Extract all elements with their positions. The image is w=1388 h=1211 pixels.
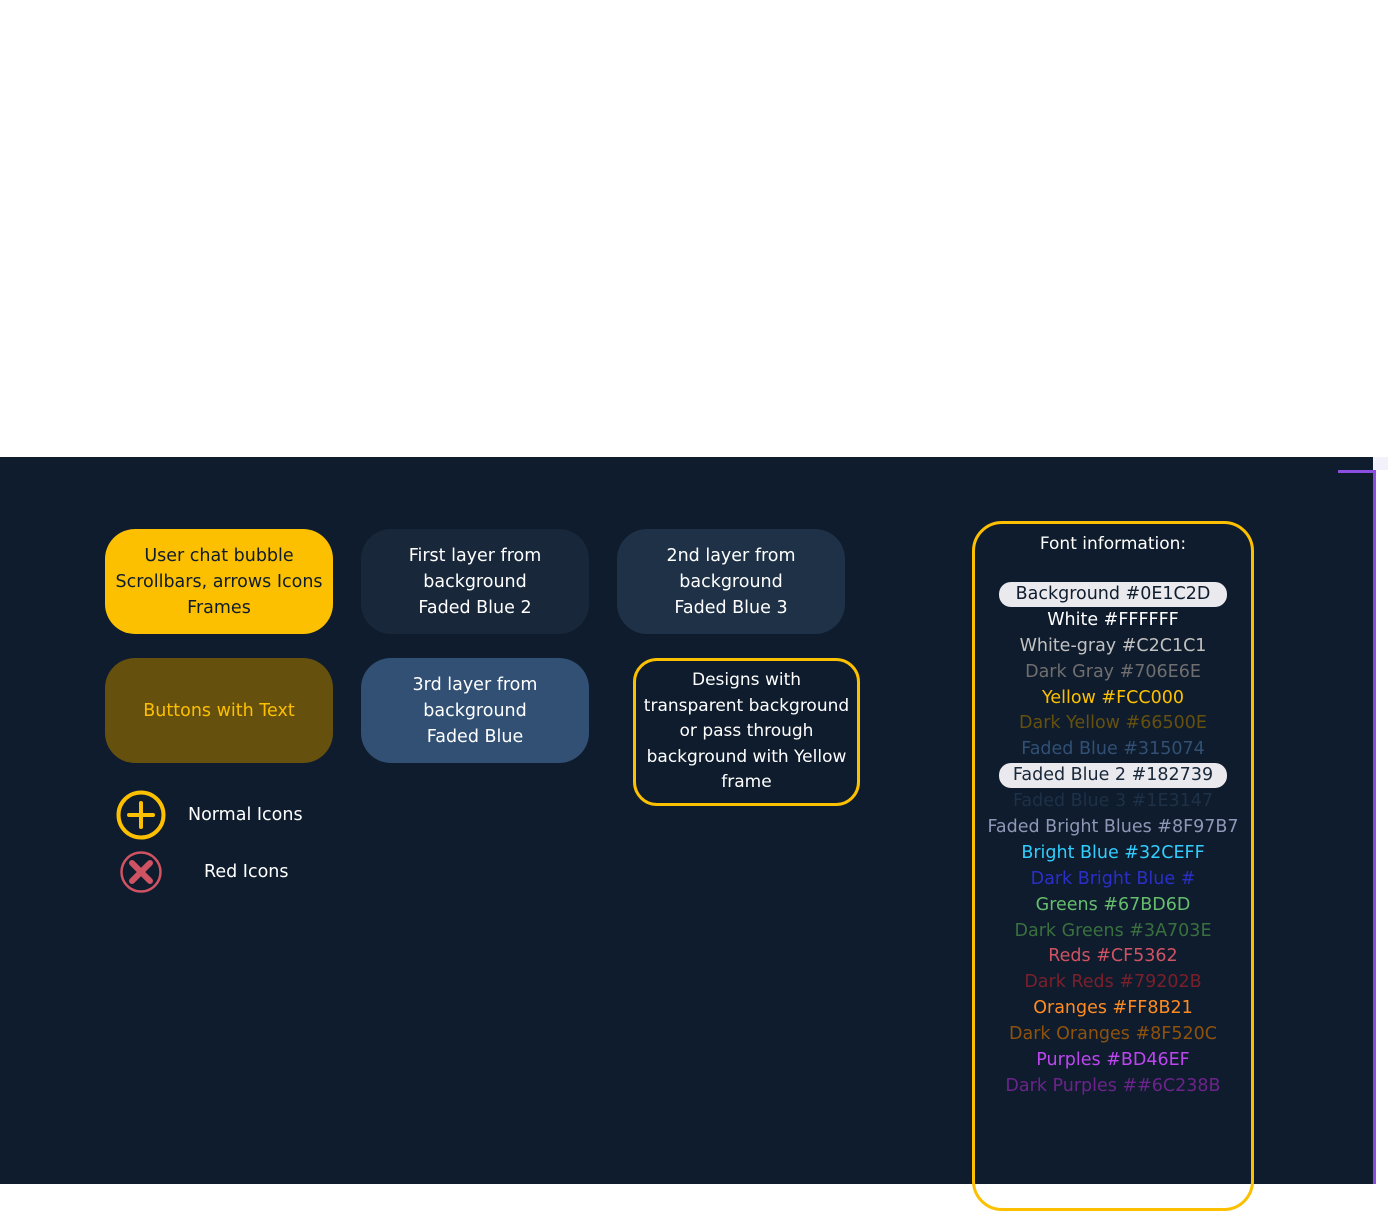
font-color-label: Dark Purples ##6C238B bbox=[1005, 1075, 1221, 1096]
font-color-entry: Yellow #FCC000 bbox=[975, 686, 1251, 712]
tile-line: 2nd layer from bbox=[666, 545, 796, 566]
font-color-label: Bright Blue #32CEFF bbox=[1021, 842, 1205, 863]
font-color-entry: Background #0E1C2D bbox=[975, 582, 1251, 608]
font-color-label: Faded Blue 3 #1E3147 bbox=[1012, 791, 1214, 812]
tile-line: transparent background bbox=[643, 695, 850, 716]
tile-line: Scrollbars, arrows Icons bbox=[115, 571, 323, 592]
font-color-entry: Faded Bright Blues #8F97B7 bbox=[975, 815, 1251, 841]
transparent-frame-swatch: Designs with transparent background or p… bbox=[633, 658, 860, 806]
second-layer-swatch: 2nd layer from background Faded Blue 3 bbox=[617, 529, 845, 634]
font-color-entry: Oranges #FF8B21 bbox=[975, 996, 1251, 1022]
font-color-label: Dark Oranges #8F520C bbox=[1009, 1024, 1217, 1045]
font-color-entry: Dark Oranges #8F520C bbox=[975, 1022, 1251, 1048]
font-information-title: Font information: bbox=[1039, 534, 1187, 554]
tile-line: Faded Blue 3 bbox=[674, 597, 788, 618]
font-color-entry: Bright Blue #32CEFF bbox=[975, 841, 1251, 867]
normal-icons-label: Normal Icons bbox=[188, 805, 303, 825]
font-color-entry: Faded Blue 3 #1E3147 bbox=[975, 789, 1251, 815]
font-color-entry: Purples #BD46EF bbox=[975, 1048, 1251, 1074]
tile-line: background bbox=[679, 571, 783, 592]
font-color-label: Faded Bright Blues #8F97B7 bbox=[987, 817, 1239, 838]
font-color-label: Reds #CF5362 bbox=[1048, 946, 1178, 967]
font-color-label: Faded Blue #315074 bbox=[1021, 739, 1205, 760]
font-color-entry: White #FFFFFF bbox=[975, 608, 1251, 634]
font-color-entry: Dark Reds #79202B bbox=[975, 970, 1251, 996]
third-layer-swatch: 3rd layer from background Faded Blue bbox=[361, 658, 589, 763]
tile-line: Buttons with Text bbox=[143, 700, 295, 721]
font-color-label: White #FFFFFF bbox=[1047, 609, 1179, 630]
font-color-label: Dark Yellow #66500E bbox=[1019, 713, 1207, 734]
font-color-label: Dark Greens #3A703E bbox=[1014, 920, 1212, 941]
tile-line: background bbox=[423, 700, 527, 721]
font-color-label: Faded Blue 2 #182739 bbox=[999, 763, 1227, 789]
font-color-label: Greens #67BD6D bbox=[1035, 894, 1191, 915]
tile-line: background bbox=[423, 571, 527, 592]
font-color-entry: Reds #CF5362 bbox=[975, 944, 1251, 970]
font-color-entry: White-gray #C2C1C1 bbox=[975, 634, 1251, 660]
font-color-entry: Dark Yellow #66500E bbox=[975, 711, 1251, 737]
red-icons-row: Red Icons bbox=[119, 850, 289, 894]
font-color-label: Purples #BD46EF bbox=[1036, 1050, 1190, 1071]
font-color-label: Yellow #FCC000 bbox=[1041, 687, 1184, 708]
font-color-entry: Faded Blue #315074 bbox=[975, 737, 1251, 763]
font-information-panel: Font information: Background #0E1C2D Whit… bbox=[972, 521, 1254, 1211]
user-chat-bubble-swatch: User chat bubble Scrollbars, arrows Icon… bbox=[105, 529, 333, 634]
font-color-list: Background #0E1C2D White #FFFFFF White-gra… bbox=[975, 582, 1251, 1100]
red-icons-label: Red Icons bbox=[204, 862, 289, 882]
tile-line: Faded Blue bbox=[426, 726, 524, 747]
font-color-label: Dark Gray #706E6E bbox=[1025, 661, 1201, 682]
normal-icons-row: Normal Icons bbox=[115, 789, 303, 841]
tile-line: Designs with bbox=[691, 670, 802, 691]
selection-frame-top bbox=[1338, 470, 1376, 473]
selection-frame-right bbox=[1373, 470, 1376, 1184]
tile-line: background with Yellow bbox=[646, 746, 847, 767]
tile-line: frame bbox=[721, 772, 772, 793]
font-color-entry: Dark Bright Blue # bbox=[975, 867, 1251, 893]
tile-line: User chat bubble bbox=[144, 545, 294, 566]
font-color-entry: Dark Purples ##6C238B bbox=[975, 1074, 1251, 1100]
tile-line: or pass through bbox=[679, 721, 814, 742]
font-color-label: Background #0E1C2D bbox=[999, 582, 1227, 607]
blank-top-area bbox=[0, 0, 1388, 457]
font-color-label: Oranges #FF8B21 bbox=[1033, 998, 1193, 1019]
font-color-entry: Dark Greens #3A703E bbox=[975, 919, 1251, 945]
font-color-entry: Dark Gray #706E6E bbox=[975, 660, 1251, 686]
font-color-label: White-gray #C2C1C1 bbox=[1019, 635, 1207, 656]
close-circle-icon[interactable] bbox=[119, 850, 163, 894]
tile-line: 3rd layer from bbox=[412, 674, 538, 695]
font-color-entry: Faded Blue 2 #182739 bbox=[975, 763, 1251, 789]
font-color-entry: Greens #67BD6D bbox=[975, 893, 1251, 919]
tile-line: Frames bbox=[187, 597, 251, 618]
tile-line: First layer from bbox=[408, 545, 542, 566]
plus-circle-icon[interactable] bbox=[115, 789, 167, 841]
font-color-label: Dark Bright Blue # bbox=[1030, 868, 1196, 889]
font-color-label: Dark Reds #79202B bbox=[1024, 972, 1202, 993]
first-layer-swatch: First layer from background Faded Blue 2 bbox=[361, 529, 589, 634]
tile-line: Faded Blue 2 bbox=[418, 597, 532, 618]
buttons-with-text-swatch[interactable]: Buttons with Text bbox=[105, 658, 333, 763]
